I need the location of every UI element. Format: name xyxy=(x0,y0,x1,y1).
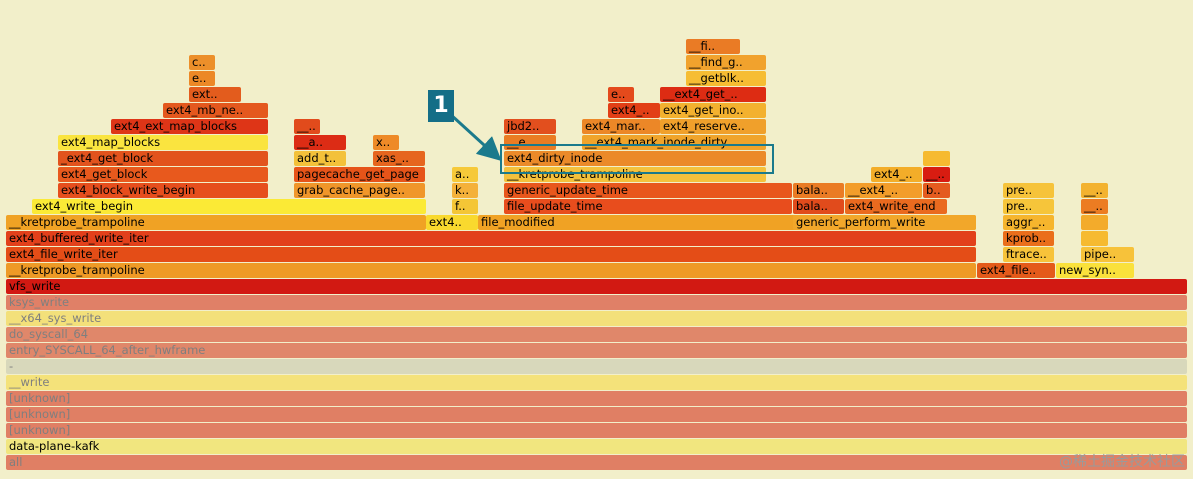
frame-fi[interactable]: __fi.. xyxy=(686,39,740,54)
frame-ext4-get-block[interactable]: _ext4_get_block xyxy=(58,151,268,166)
frame-blank[interactable] xyxy=(923,151,950,166)
frame-ftrace[interactable]: ftrace.. xyxy=(1003,247,1054,262)
frame-bala[interactable]: bala.. xyxy=(793,199,844,214)
frame-blank[interactable]: - xyxy=(6,359,1187,374)
frame-blank[interactable]: __.. xyxy=(923,167,950,182)
frame-c[interactable]: c.. xyxy=(189,55,215,70)
frame-ext4-get[interactable]: __ext4_get_.. xyxy=(660,87,766,102)
frame-vfs-write[interactable]: vfs_write xyxy=(6,279,1187,294)
frame-ext4-write-end[interactable]: ext4_write_end xyxy=(845,199,947,214)
frame-a[interactable]: a.. xyxy=(452,167,478,182)
frame-ext4-ext-map-blocks[interactable]: ext4_ext_map_blocks xyxy=(111,119,268,134)
frame-find-g[interactable]: __find_g.. xyxy=(686,55,766,70)
highlight-box xyxy=(500,144,774,174)
frame-aggr[interactable]: aggr_.. xyxy=(1003,215,1054,230)
frame-kretprobe-trampoline[interactable]: __kretprobe_trampoline xyxy=(6,263,976,278)
frame-a[interactable]: __a.. xyxy=(294,135,346,150)
frame-ksys-write[interactable]: ksys_write xyxy=(6,295,1187,310)
frame-pre[interactable]: pre.. xyxy=(1003,199,1054,214)
frame-ext[interactable]: ext.. xyxy=(189,87,241,102)
frame-ext4[interactable]: __ext4_.. xyxy=(845,183,922,198)
frame-ext4-get-block[interactable]: ext4_get_block xyxy=(58,167,268,182)
frame-f[interactable]: f.. xyxy=(452,199,478,214)
frame-ext4-write-begin[interactable]: ext4_write_begin xyxy=(32,199,426,214)
frame-ext4-file-write-iter[interactable]: ext4_file_write_iter xyxy=(6,247,976,262)
frame-data-plane-kafk[interactable]: data-plane-kafk xyxy=(6,439,1187,454)
frame-unknown[interactable]: [unknown] xyxy=(6,423,1187,438)
frame-ext4-mar[interactable]: ext4_mar.. xyxy=(582,119,660,134)
frame-pagecache-get-page[interactable]: pagecache_get_page xyxy=(294,167,425,182)
frame-ext4-map-blocks[interactable]: ext4_map_blocks xyxy=(58,135,268,150)
frame-k[interactable]: k.. xyxy=(452,183,478,198)
frame-kprob[interactable]: kprob.. xyxy=(1003,231,1054,246)
frame-bala[interactable]: bala.. xyxy=(793,183,844,198)
frame-ext4-dirty-inode[interactable]: ext4_dirty_inode xyxy=(504,151,766,166)
frame-ext4[interactable]: ext4_.. xyxy=(871,167,922,182)
frame-file-update-time[interactable]: file_update_time xyxy=(504,199,792,214)
frame-blank[interactable]: __.. xyxy=(1081,183,1108,198)
frame-do-syscall-64[interactable]: do_syscall_64 xyxy=(6,327,1187,342)
frame-blank[interactable]: __.. xyxy=(294,119,320,134)
frame-ext4[interactable]: ext4.. xyxy=(426,215,478,230)
frame-x[interactable]: x.. xyxy=(373,135,399,150)
frame-ext4[interactable]: ext4_.. xyxy=(608,103,660,118)
annotation-badge: 1 xyxy=(428,90,454,122)
frame-add-t[interactable]: add_t.. xyxy=(294,151,346,166)
watermark: @稀土掘金技术社区 xyxy=(1059,454,1185,470)
frame-kretprobe-trampoline[interactable]: __kretprobe_trampoline xyxy=(504,167,766,182)
frame-xas[interactable]: xas_.. xyxy=(373,151,425,166)
frame-new-syn[interactable]: new_syn.. xyxy=(1056,263,1134,278)
frame-ext4-get-ino[interactable]: ext4_get_ino.. xyxy=(660,103,766,118)
frame-blank[interactable] xyxy=(1081,231,1108,246)
frame-blank[interactable] xyxy=(1081,215,1108,230)
frame-unknown[interactable]: [unknown] xyxy=(6,391,1187,406)
frame-generic-update-time[interactable]: generic_update_time xyxy=(504,183,792,198)
frame-ext4-buffered-write-iter[interactable]: ext4_buffered_write_iter xyxy=(6,231,976,246)
frame-grab-cache-page[interactable]: grab_cache_page.. xyxy=(294,183,425,198)
frame-pre[interactable]: pre.. xyxy=(1003,183,1054,198)
frame-e[interactable]: e.. xyxy=(608,87,634,102)
frame-write[interactable]: __write xyxy=(6,375,1187,390)
frame-ext4-block-write-begin[interactable]: ext4_block_write_begin xyxy=(58,183,268,198)
frame-entry-syscall-64-after-hwframe[interactable]: entry_SYSCALL_64_after_hwframe xyxy=(6,343,1187,358)
frame-pipe[interactable]: pipe.. xyxy=(1081,247,1134,262)
frame-unknown[interactable]: [unknown] xyxy=(6,407,1187,422)
frame-ext4-reserve[interactable]: ext4_reserve.. xyxy=(660,119,766,134)
frame-generic-perform-write[interactable]: generic_perform_write xyxy=(793,215,976,230)
frame-ext4-file[interactable]: ext4_file.. xyxy=(977,263,1055,278)
frame-blank[interactable]: __.. xyxy=(1081,199,1108,214)
frame-ext4-mb-ne[interactable]: ext4_mb_ne.. xyxy=(163,103,268,118)
frame-x64-sys-write[interactable]: __x64_sys_write xyxy=(6,311,1187,326)
frame-e[interactable]: e.. xyxy=(189,71,215,86)
frame-kretprobe-trampoline[interactable]: __kretprobe_trampoline xyxy=(6,215,426,230)
frame-jbd2[interactable]: jbd2.. xyxy=(504,119,556,134)
frame-b[interactable]: b.. xyxy=(923,183,950,198)
frame-all[interactable]: all xyxy=(6,455,1187,470)
frame-getblk[interactable]: __getblk.. xyxy=(686,71,766,86)
